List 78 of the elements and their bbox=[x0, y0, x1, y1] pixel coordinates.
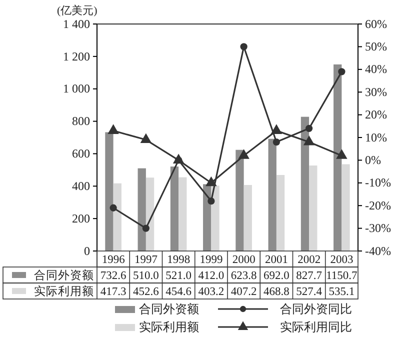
y-tick-label: 800 bbox=[72, 114, 90, 128]
y-tick-label: 600 bbox=[72, 146, 90, 161]
x-tick-label: 2000 bbox=[232, 254, 256, 266]
y2-tick-label: -30% bbox=[365, 221, 391, 236]
data-label: 623.8 bbox=[230, 270, 257, 282]
bar bbox=[146, 178, 154, 251]
data-label: 412.0 bbox=[198, 270, 224, 282]
bar bbox=[211, 186, 220, 251]
x-tick-label: 1996 bbox=[102, 254, 126, 266]
legend-label: 实际利用额 bbox=[34, 284, 94, 298]
bar bbox=[309, 165, 318, 251]
y2-tick-label: 40% bbox=[365, 62, 387, 76]
bar bbox=[300, 116, 310, 251]
x-tick-label: 1999 bbox=[200, 254, 223, 266]
y2-tick-label: 20% bbox=[365, 108, 387, 122]
point bbox=[206, 176, 217, 186]
data-label: 692.0 bbox=[264, 270, 290, 282]
x-tick-label: 2003 bbox=[330, 254, 354, 266]
y-tick-label: 1 200 bbox=[63, 49, 90, 64]
bar bbox=[268, 138, 276, 251]
legend-label: 合同外资额 bbox=[34, 268, 94, 282]
data-label: 510.0 bbox=[133, 270, 160, 282]
y2-tick-label: -20% bbox=[365, 198, 391, 212]
data-label: 1150.7 bbox=[326, 270, 358, 282]
data-label: 454.6 bbox=[166, 286, 192, 298]
y2-tick-label: 0% bbox=[365, 153, 381, 168]
y2-tick-label: 50% bbox=[365, 40, 387, 54]
bar bbox=[244, 184, 252, 251]
y-tick-label: 0 bbox=[84, 244, 90, 258]
data-label: 417.3 bbox=[100, 286, 126, 298]
y-tick-label: 200 bbox=[72, 211, 90, 226]
data-label: 827.7 bbox=[296, 270, 322, 282]
bar bbox=[178, 177, 187, 251]
point bbox=[238, 149, 250, 159]
data-label: 521.0 bbox=[166, 270, 192, 282]
text: 合同外资额 bbox=[139, 302, 199, 316]
legend-label: 合同外资同比 bbox=[280, 302, 352, 316]
text: 实际利用额 bbox=[139, 320, 199, 334]
legend-label: 实际利用同比 bbox=[280, 320, 352, 334]
point bbox=[108, 124, 119, 134]
data-label: 732.6 bbox=[100, 270, 126, 282]
data-label: 407.2 bbox=[230, 286, 257, 298]
y-tick-label: 1 000 bbox=[63, 82, 90, 96]
y-tick-label: 400 bbox=[72, 178, 90, 193]
bar bbox=[113, 183, 122, 251]
x-tick-label: 2002 bbox=[298, 254, 321, 266]
bar bbox=[203, 184, 212, 251]
point bbox=[240, 43, 248, 50]
bar bbox=[342, 164, 350, 251]
data-label: 452.6 bbox=[133, 286, 160, 298]
point bbox=[303, 136, 315, 146]
point bbox=[338, 68, 346, 76]
bar bbox=[334, 64, 342, 251]
bar bbox=[276, 174, 285, 251]
data-label: 527.4 bbox=[296, 286, 322, 298]
x-tick-label: 1997 bbox=[134, 254, 158, 266]
bar bbox=[170, 166, 179, 251]
x-tick-label: 2001 bbox=[264, 254, 288, 266]
bar bbox=[138, 168, 146, 251]
point bbox=[140, 133, 152, 144]
point bbox=[272, 138, 280, 146]
point bbox=[270, 124, 282, 134]
y2-tick-label: -40% bbox=[365, 244, 391, 258]
y2-tick-label: 10% bbox=[365, 130, 387, 144]
y2-tick-label: 30% bbox=[365, 84, 387, 99]
data-label: 468.8 bbox=[264, 286, 290, 298]
data-label: 535.1 bbox=[328, 286, 355, 298]
data-label: 403.2 bbox=[198, 286, 224, 298]
point bbox=[336, 149, 348, 159]
point bbox=[172, 154, 184, 164]
y2-tick-label: -10% bbox=[365, 176, 391, 190]
y-tick-label: 1 400 bbox=[63, 16, 90, 31]
bar bbox=[105, 132, 114, 251]
y-axis-title: (亿美元) bbox=[57, 4, 98, 17]
x-tick-label: 1998 bbox=[167, 254, 190, 266]
y2-tick-label: 60% bbox=[365, 16, 387, 31]
point bbox=[305, 124, 313, 132]
bar bbox=[236, 150, 244, 251]
